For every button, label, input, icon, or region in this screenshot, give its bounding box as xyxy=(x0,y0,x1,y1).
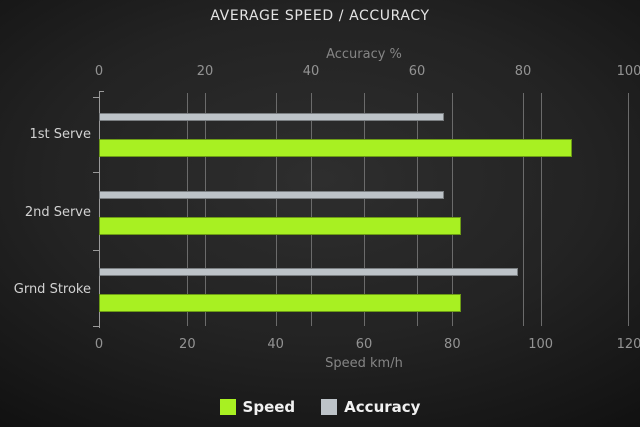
gridline-bottom-40 xyxy=(275,93,277,326)
category-boundary-tick-1 xyxy=(93,172,99,173)
gridline-bottom-100 xyxy=(540,93,542,326)
top-axis-tick-40: 40 xyxy=(302,64,320,79)
bottom-axis-tick-60: 60 xyxy=(355,337,373,352)
bottom-axis-tick-20: 20 xyxy=(179,337,196,352)
legend-label-speed: Speed xyxy=(242,398,296,416)
category-label-grnd-stroke: Grnd Stroke xyxy=(13,282,91,298)
gridline-bottom-60 xyxy=(364,93,365,326)
category-label-2nd-serve: 2nd Serve xyxy=(24,204,91,220)
top-axis-label: Accuracy % xyxy=(326,47,402,62)
legend: Speed Accuracy xyxy=(0,398,640,416)
gridline-top-20 xyxy=(205,93,206,326)
category-boundary-tick-0 xyxy=(93,97,99,98)
bottom-axis-tick-120: 120 xyxy=(616,337,640,352)
legend-item-accuracy[interactable]: Accuracy xyxy=(321,398,420,416)
legend-swatch-accuracy xyxy=(321,399,338,415)
legend-label-accuracy: Accuracy xyxy=(344,398,421,416)
bottom-axis-label: Speed km/h xyxy=(325,356,403,371)
gridline-bottom-80 xyxy=(452,93,454,326)
bar-accuracy-2nd-serve[interactable] xyxy=(99,190,444,199)
bottom-axis-tick-80: 80 xyxy=(444,337,461,352)
gridline-top-60 xyxy=(417,93,418,326)
bottom-axis-tick-0: 0 xyxy=(94,337,104,352)
bottom-axis-tick-100: 100 xyxy=(528,337,554,352)
bottom-axis-tick-40: 40 xyxy=(267,337,284,352)
gridline-bottom-20 xyxy=(187,93,189,326)
chart-title: AVERAGE SPEED / ACCURACY xyxy=(210,8,430,24)
top-axis-tick-80: 80 xyxy=(514,64,532,79)
category-boundary-tick-3 xyxy=(93,326,99,327)
gridline-bottom-120 xyxy=(628,93,629,326)
category-label-1st-serve: 1st Serve xyxy=(29,127,91,142)
legend-swatch-speed xyxy=(219,399,236,415)
gridline-top-80 xyxy=(523,93,524,326)
top-axis-tick-60: 60 xyxy=(408,64,426,79)
bar-accuracy-1st-serve[interactable] xyxy=(99,113,444,121)
legend-item-speed[interactable]: Speed xyxy=(219,398,296,416)
plot-area xyxy=(93,91,629,328)
top-axis-tick-20: 20 xyxy=(196,64,214,79)
top-axis-tick-0: 0 xyxy=(94,64,104,79)
bar-speed-grnd-stroke[interactable] xyxy=(99,294,462,313)
bar-accuracy-grnd-stroke[interactable] xyxy=(99,268,518,277)
gridline-top-40 xyxy=(311,93,312,326)
category-boundary-tick-2 xyxy=(93,250,99,251)
bar-speed-1st-serve[interactable] xyxy=(99,139,572,157)
top-axis-tick-100: 100 xyxy=(616,64,640,79)
category-axis-top-serif xyxy=(99,91,104,92)
category-axis-line xyxy=(99,91,100,328)
bar-speed-2nd-serve[interactable] xyxy=(99,216,462,235)
